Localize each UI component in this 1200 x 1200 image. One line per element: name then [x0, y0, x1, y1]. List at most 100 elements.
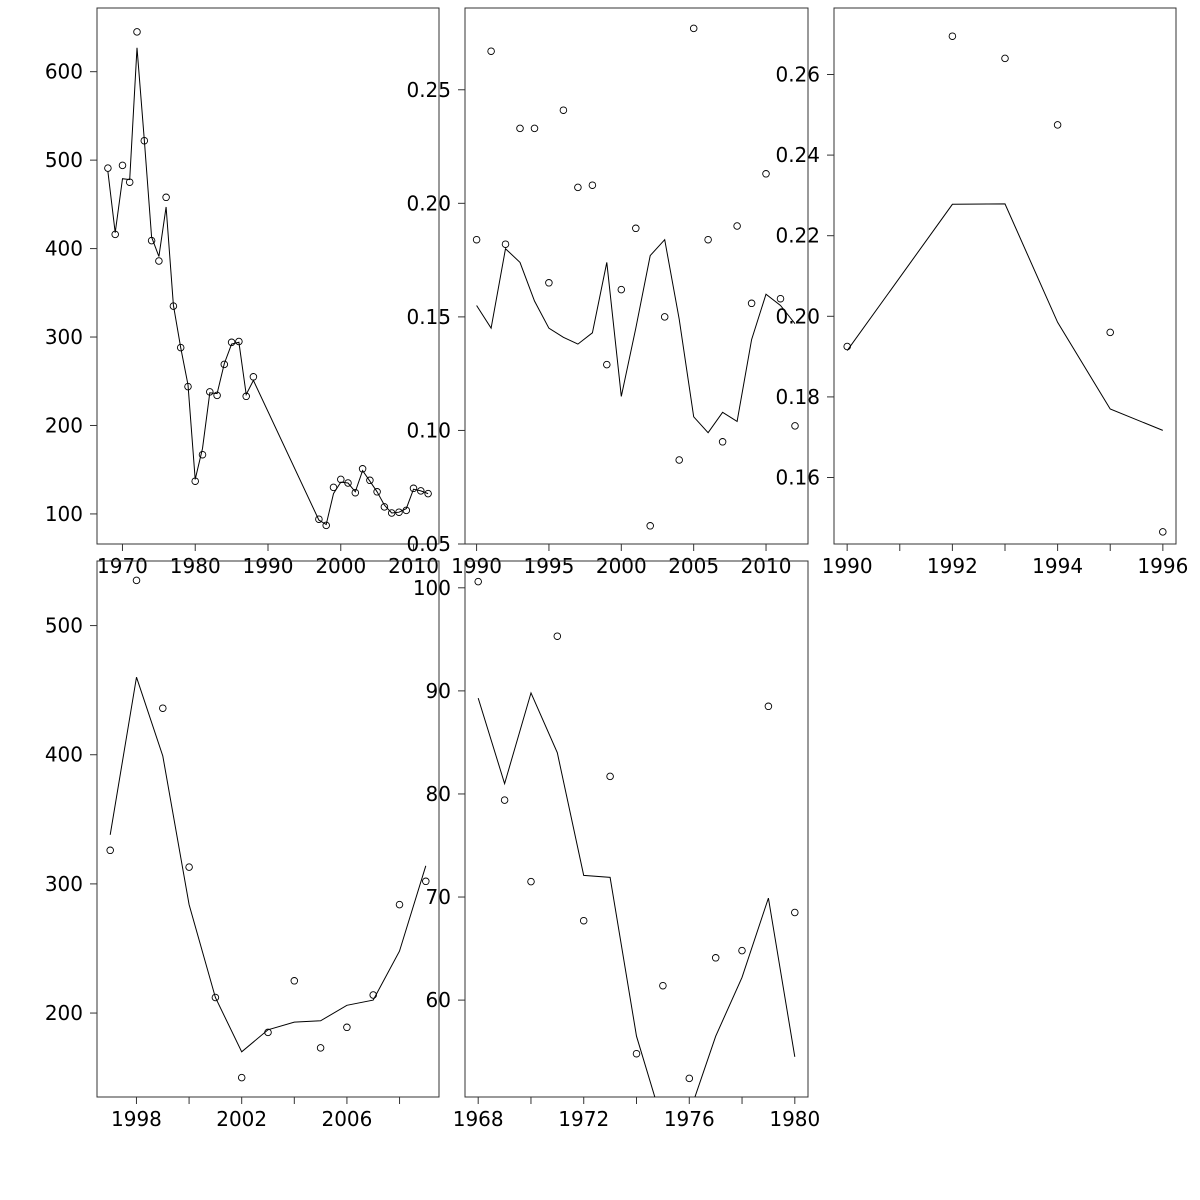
data-point: [632, 224, 640, 233]
data-point: [162, 193, 170, 202]
y-tick-label: 600: [45, 60, 83, 84]
x-tick-label: 2002: [216, 1107, 267, 1131]
y-tick-label: 80: [426, 782, 451, 806]
data-point: [711, 954, 720, 962]
data-point: [237, 1073, 246, 1082]
y-tick-label: 400: [45, 237, 83, 261]
data-point: [373, 488, 381, 496]
chart-panel-1: 1970 1980 1990 2000 2010 100 200 300 400 500 600: [45, 7, 440, 578]
data-point: [559, 106, 568, 114]
x-tick-label: 1995: [523, 554, 574, 578]
data-point: [545, 279, 553, 287]
data-point: [169, 302, 178, 310]
x-tick-label: 1968: [453, 1107, 504, 1131]
chart-panel-4: 1998 2002 2006 200 300 400 500: [45, 560, 440, 1131]
y-tick-label: 400: [45, 743, 83, 767]
y-tick-label: 100: [45, 502, 83, 526]
data-point: [344, 479, 352, 487]
data-point: [227, 338, 236, 347]
data-point: [315, 515, 323, 523]
chart-panel-5: 1968 1972 1976 1980 60 70 80 90 100: [413, 560, 820, 1131]
data-point: [579, 916, 588, 925]
data-point: [733, 222, 741, 230]
data-point: [762, 170, 770, 178]
data-point: [704, 235, 712, 244]
y-tick-label: 500: [45, 148, 83, 172]
y-tick-label: 90: [426, 679, 451, 703]
data-point: [776, 294, 785, 303]
data-point: [104, 164, 112, 172]
data-point: [316, 1044, 325, 1052]
y-tick-label: 0.20: [406, 191, 451, 215]
y-tick-label: 200: [45, 1001, 83, 1025]
data-point: [675, 456, 683, 464]
x-tick-label: 1980: [769, 1107, 820, 1131]
data-point: [588, 181, 597, 189]
x-tick-label: 2005: [668, 554, 719, 578]
data-point: [111, 230, 119, 239]
data-point: [718, 438, 727, 446]
data-point: [395, 508, 403, 516]
chart-panel-3: 1990 1992 1994 1996 0.16 0.18 0.20 0.22 0.24 0.26: [775, 7, 1188, 578]
data-point: [603, 360, 611, 369]
y-tick-label: 300: [45, 325, 83, 349]
data-point: [220, 360, 229, 369]
data-point: [290, 977, 299, 985]
x-tick-label: 1970: [97, 554, 148, 578]
x-tick-label: 1994: [1032, 554, 1083, 578]
data-point: [791, 908, 799, 917]
data-point: [242, 392, 250, 401]
data-layer: [474, 577, 799, 1097]
data-point: [249, 373, 258, 381]
data-point: [369, 991, 377, 999]
data-point: [358, 465, 367, 473]
data-point: [487, 47, 495, 55]
data-point: [235, 337, 243, 346]
data-point: [685, 1074, 694, 1083]
data-point: [516, 124, 524, 133]
data-point: [184, 382, 192, 391]
series-line: [476, 238, 796, 434]
data-point: [843, 342, 851, 351]
y-tick-label: 300: [45, 872, 83, 896]
data-point: [140, 136, 149, 145]
plot-frame: [464, 7, 809, 545]
y-tick-label: 500: [45, 614, 83, 638]
data-point: [343, 1023, 351, 1032]
data-point: [155, 257, 163, 265]
data-point: [1106, 328, 1114, 337]
data-point: [198, 450, 207, 459]
data-point: [132, 576, 141, 585]
y-tick-label: 0.24: [775, 143, 820, 167]
data-point: [366, 476, 374, 485]
data-point: [474, 577, 482, 586]
data-point: [530, 124, 539, 133]
data-point: [351, 488, 360, 497]
y-tick-label: 0.15: [406, 305, 451, 329]
x-tick-label: 1996: [1137, 554, 1188, 578]
data-point: [185, 863, 193, 871]
data-point: [791, 422, 799, 430]
data-point: [1159, 528, 1167, 536]
data-layer: [106, 576, 430, 1082]
data-point: [322, 521, 330, 530]
y-tick-label: 200: [45, 413, 83, 437]
data-point: [689, 24, 698, 33]
data-point: [660, 313, 669, 321]
data-point: [527, 877, 535, 886]
data-point: [380, 503, 389, 511]
y-tick-label: 100: [413, 576, 451, 600]
x-tick-label: 1992: [927, 554, 978, 578]
x-tick-label: 1980: [170, 554, 221, 578]
data-point: [606, 772, 614, 781]
y-tick-label: 0.16: [775, 466, 820, 490]
data-point: [329, 483, 338, 492]
data-point: [402, 506, 411, 515]
data-point: [617, 285, 626, 294]
data-point: [424, 489, 432, 498]
data-point: [147, 236, 156, 245]
x-tick-label: 1972: [558, 1107, 609, 1131]
data-point: [211, 993, 220, 1002]
data-point: [106, 846, 114, 855]
y-tick-label: 0.25: [406, 78, 451, 102]
